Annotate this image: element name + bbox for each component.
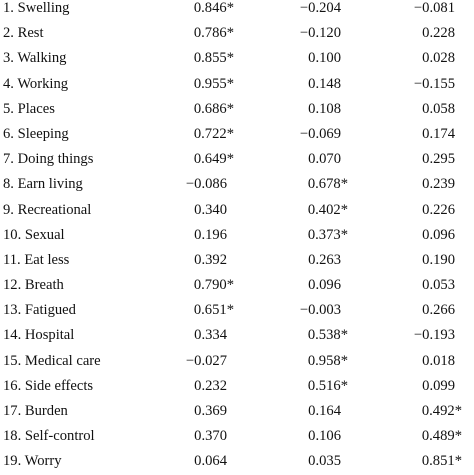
table-row: 9. Recreational 0.340 0.402* 0.226 xyxy=(0,198,474,223)
item-label: 4. Working xyxy=(3,75,69,92)
loading-factor-2: 0.148 xyxy=(308,75,341,92)
loading-factor-3: 0.096 xyxy=(422,226,455,243)
loading-factor-3: 0.228 xyxy=(422,25,455,42)
table-row: 19. Worry 0.064 0.035 0.851* xyxy=(0,449,474,474)
table-row: 2. Rest 0.786* −0.120 0.228 xyxy=(0,21,474,46)
loading-factor-2: 0.070 xyxy=(308,151,341,168)
table-row: 6. Sleeping 0.722* −0.069 0.174 xyxy=(0,122,474,147)
item-label: 12. Breath xyxy=(3,277,64,294)
loading-factor-1: 0.786* xyxy=(193,25,234,42)
item-label: 14. Hospital xyxy=(3,327,75,344)
loading-factor-1: 0.064 xyxy=(194,453,227,470)
table-row: 10. Sexual 0.196 0.373* 0.096 xyxy=(0,223,474,248)
loading-factor-2: 0.373* xyxy=(307,226,348,243)
loading-factor-1: 0.855* xyxy=(193,50,234,67)
loading-factor-1: 0.334 xyxy=(194,327,227,344)
item-label: 5. Places xyxy=(3,100,55,117)
loading-factor-1: 0.340 xyxy=(194,201,227,218)
table-row: 12. Breath 0.790* 0.096 0.053 xyxy=(0,273,474,298)
item-label: 10. Sexual xyxy=(3,226,65,243)
loading-factor-1: 0.392 xyxy=(194,251,227,268)
item-label: 3. Walking xyxy=(3,50,67,67)
item-label: 7. Doing things xyxy=(3,151,94,168)
loading-factor-1: 0.232 xyxy=(194,377,227,394)
loading-factor-3: 0.239 xyxy=(422,176,455,193)
loading-factor-3: −0.081 xyxy=(413,0,455,16)
loading-factor-3: 0.053 xyxy=(422,277,455,294)
loading-factor-2: 0.108 xyxy=(308,100,341,117)
item-label: 17. Burden xyxy=(3,403,68,419)
loading-factor-2: 0.538* xyxy=(307,327,348,344)
table-row: 7. Doing things 0.649* 0.070 0.295 xyxy=(0,147,474,172)
loading-factor-2: −0.003 xyxy=(299,302,341,319)
loading-factor-1: 0.370 xyxy=(194,428,227,445)
table-row: 15. Medical care −0.027 0.958* 0.018 xyxy=(0,349,474,374)
table-row: 14. Hospital 0.334 0.538* −0.193 xyxy=(0,323,474,348)
loading-factor-3: −0.193 xyxy=(413,327,455,344)
loading-factor-1: 0.686* xyxy=(193,100,234,117)
table-row: 8. Earn living −0.086 0.678* 0.239 xyxy=(0,172,474,197)
table-row: 18. Self-control 0.370 0.106 0.489* xyxy=(0,424,474,449)
item-label: 11. Eat less xyxy=(3,251,70,268)
loading-factor-3: 0.174 xyxy=(422,125,455,142)
loading-factor-3: 0.028 xyxy=(422,50,455,67)
table-row: 11. Eat less 0.392 0.263 0.190 xyxy=(0,248,474,273)
item-label: 13. Fatigued xyxy=(3,302,76,319)
loading-factor-3: 0.489* xyxy=(421,428,462,445)
loading-factor-1: 0.790* xyxy=(193,277,234,294)
loading-factor-3: 0.018 xyxy=(422,352,455,369)
loading-factor-2: 0.678* xyxy=(307,176,348,193)
loading-factor-1: 0.846* xyxy=(193,0,234,16)
table-row: 1. Swelling 0.846* −0.204 −0.081 xyxy=(0,0,474,21)
table-row: 4. Working 0.955* 0.148 −0.155 xyxy=(0,72,474,97)
loading-factor-2: 0.106 xyxy=(308,428,341,445)
item-label: 15. Medical care xyxy=(3,352,101,369)
loading-factor-3: −0.155 xyxy=(413,75,455,92)
loading-factor-2: 0.164 xyxy=(308,403,341,419)
loading-factor-2: 0.516* xyxy=(307,377,348,394)
item-label: 16. Side effects xyxy=(3,377,94,394)
table-row: 3. Walking 0.855* 0.100 0.028 xyxy=(0,46,474,71)
loading-factor-3: 0.295 xyxy=(422,151,455,168)
loading-factor-2: 0.096 xyxy=(308,277,341,294)
loading-factor-1: 0.369 xyxy=(194,403,227,419)
item-label: 1. Swelling xyxy=(3,0,70,16)
table-row: 17. Burden 0.369 0.164 0.492* xyxy=(0,399,474,424)
loading-factor-1: 0.649* xyxy=(193,151,234,168)
loading-factor-3: 0.190 xyxy=(422,251,455,268)
loading-factor-1: 0.955* xyxy=(193,75,234,92)
loading-factor-3: 0.226 xyxy=(422,201,455,218)
loading-factor-3: 0.099 xyxy=(422,377,455,394)
loading-factor-2: 0.402* xyxy=(307,201,348,218)
item-label: 19. Worry xyxy=(3,453,62,470)
loading-factor-2: 0.263 xyxy=(308,251,341,268)
loading-factor-3: 0.058 xyxy=(422,100,455,117)
loading-factor-3: 0.851* xyxy=(421,453,462,470)
loading-factor-1: −0.086 xyxy=(185,176,227,193)
loading-factor-1: −0.027 xyxy=(185,352,227,369)
loading-factor-2: −0.120 xyxy=(299,25,341,42)
item-label: 18. Self-control xyxy=(3,428,95,445)
loading-factor-1: 0.722* xyxy=(193,125,234,142)
loading-factor-2: −0.204 xyxy=(299,0,341,16)
loading-factor-3: 0.266 xyxy=(422,302,455,319)
item-label: 6. Sleeping xyxy=(3,125,69,142)
loading-factor-2: 0.035 xyxy=(308,453,341,470)
table-row: 13. Fatigued 0.651* −0.003 0.266 xyxy=(0,298,474,323)
item-label: 2. Rest xyxy=(3,25,44,42)
loading-factor-3: 0.492* xyxy=(421,403,462,419)
table-row: 5. Places 0.686* 0.108 0.058 xyxy=(0,97,474,122)
loading-factor-2: 0.100 xyxy=(308,50,341,67)
loading-factor-1: 0.196 xyxy=(194,226,227,243)
table-row: 16. Side effects 0.232 0.516* 0.099 xyxy=(0,374,474,399)
item-label: 8. Earn living xyxy=(3,176,83,193)
loading-factor-2: 0.958* xyxy=(307,352,348,369)
loading-factor-1: 0.651* xyxy=(193,302,234,319)
loading-factor-2: −0.069 xyxy=(299,125,341,142)
item-label: 9. Recreational xyxy=(3,201,92,218)
